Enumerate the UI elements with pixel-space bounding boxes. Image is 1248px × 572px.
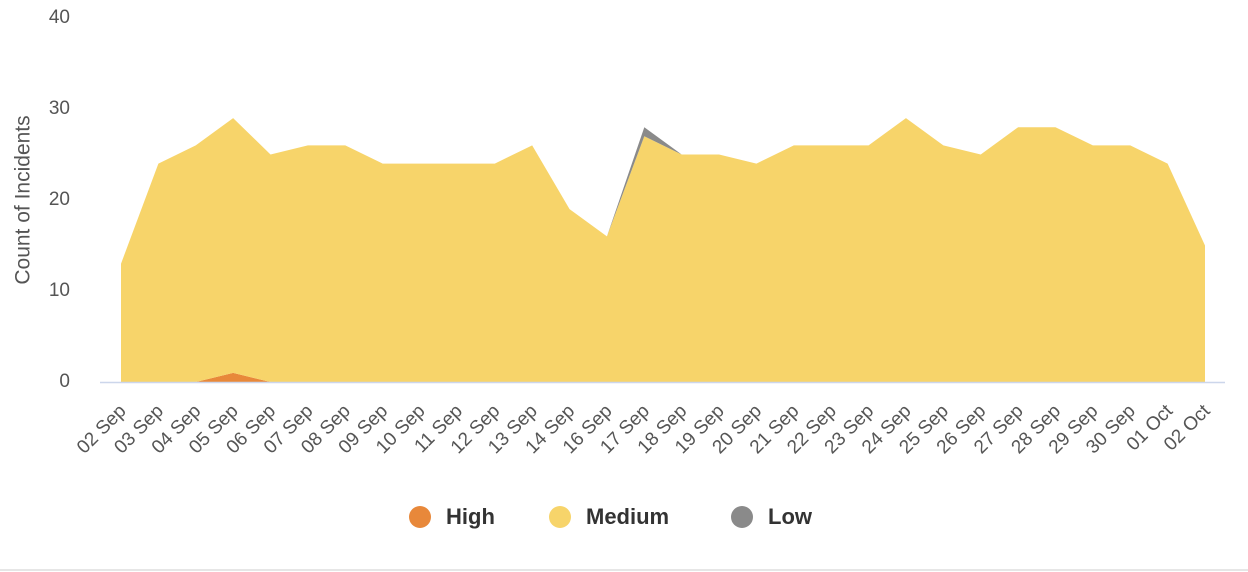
legend-label: Low (768, 504, 813, 529)
area (121, 372, 1205, 382)
legend-label: Medium (586, 504, 669, 529)
y-axis-label: Count of Incidents (12, 115, 35, 284)
y-tick-label: 30 (49, 98, 70, 119)
area (121, 118, 1205, 382)
legend-marker (409, 506, 431, 528)
legend-label: High (446, 504, 495, 529)
legend-marker (549, 506, 571, 528)
y-tick-label: 20 (49, 189, 70, 210)
y-tick-label: 10 (49, 280, 70, 301)
y-tick-label: 0 (59, 371, 70, 392)
y-tick-label: 40 (49, 7, 70, 28)
legend-marker (731, 506, 753, 528)
